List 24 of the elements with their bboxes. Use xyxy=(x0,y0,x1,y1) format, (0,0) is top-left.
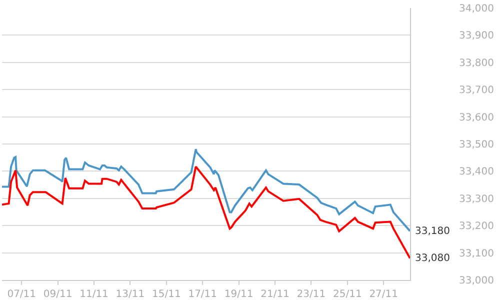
y-tick-label: 33,800 xyxy=(459,58,494,69)
annotation: 33,180 xyxy=(415,226,450,237)
x-tick-label: 19/11 xyxy=(224,289,254,300)
y-tick-label: 33,500 xyxy=(459,140,494,150)
y-tick-label: 33,300 xyxy=(459,194,494,205)
x-tick-label: 17/11 xyxy=(188,289,218,300)
x-tick-label: 15/11 xyxy=(152,289,181,300)
annotation: 33,080 xyxy=(415,253,450,264)
x-tick-label: 21/11 xyxy=(260,289,290,300)
x-tick-label: 13/11 xyxy=(116,289,145,300)
y-tick-label: 33,000 xyxy=(459,276,494,286)
x-tick-label: 27/11 xyxy=(369,289,398,300)
y-tick-label: 33,400 xyxy=(459,166,494,178)
x-tick-label: 25/11 xyxy=(332,289,362,300)
y-tick-label: 33,900 xyxy=(459,30,494,42)
y-tick-label: 33,100 xyxy=(459,248,494,260)
y-tick-label: 33,200 xyxy=(459,221,494,232)
x-tick-label: 07/11 xyxy=(7,289,36,300)
y-tick-label: 33,600 xyxy=(459,112,494,124)
x-tick-label: 23/11 xyxy=(296,289,326,300)
x-tick-label: 09/11 xyxy=(43,289,72,300)
x-tick-label: 11/11 xyxy=(80,289,108,300)
y-tick-label: 33,700 xyxy=(459,85,494,96)
y-tick-label: 34,000 xyxy=(459,4,494,14)
